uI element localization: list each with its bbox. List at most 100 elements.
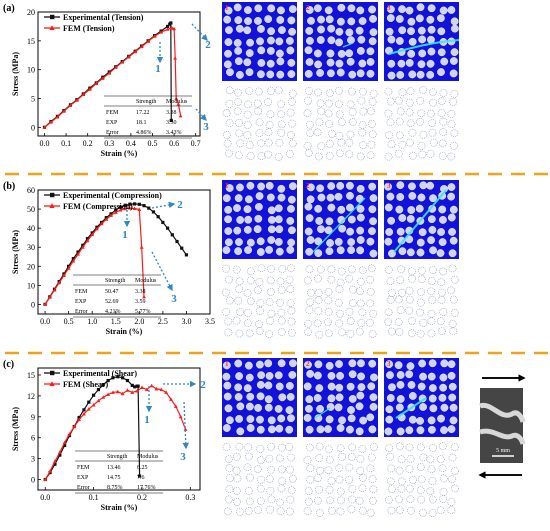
particle-outline (366, 464, 375, 473)
fiber (285, 381, 294, 390)
particle-outline (325, 139, 334, 148)
particle-outline (449, 327, 458, 336)
fiber (267, 225, 276, 234)
fiber (417, 193, 426, 202)
fiber (265, 181, 274, 190)
table-cell: 6.25 (137, 465, 148, 471)
fiber (245, 68, 254, 77)
particle-outline (234, 98, 243, 106)
fiber (288, 5, 297, 13)
particle-outline (366, 287, 375, 296)
particle-outline (256, 484, 265, 493)
fiber (243, 205, 252, 214)
x-tick-label: 1.0 (87, 317, 97, 326)
particle-outline (304, 328, 313, 336)
particle-outline (347, 505, 356, 514)
particle-outline (245, 87, 254, 96)
particle-outline (394, 96, 403, 105)
particle-outline (307, 288, 315, 297)
table-cell: FEM (77, 465, 90, 471)
particle-outline (254, 87, 263, 96)
fiber (278, 393, 287, 402)
fiber (415, 204, 424, 213)
particle-outline (266, 288, 275, 296)
data-point-experimental (58, 453, 62, 457)
fiber (384, 203, 393, 212)
particle-outline (256, 306, 265, 315)
data-point-experimental (123, 203, 127, 207)
particle-outline (277, 120, 286, 129)
particle-outline (355, 327, 364, 336)
data-point-experimental (156, 215, 160, 219)
fiber (335, 59, 344, 68)
particle-outline (369, 309, 377, 318)
particle-outline (397, 455, 406, 464)
fiber (314, 249, 323, 258)
particle-outline (337, 118, 346, 126)
data-point-experimental (101, 383, 105, 387)
particle-outline (314, 296, 323, 305)
particle-outline (267, 309, 276, 318)
fiber (427, 236, 435, 244)
fiber (439, 373, 448, 382)
fiber (369, 393, 378, 402)
crack-path (342, 42, 354, 48)
particle-outline (407, 506, 415, 515)
particle-outline (398, 88, 407, 97)
particle-outline (287, 264, 295, 273)
particle-outline (317, 107, 326, 116)
fiber (405, 426, 414, 435)
fiber (223, 392, 232, 401)
fiber (325, 361, 334, 370)
fiber (358, 59, 367, 68)
fiber (449, 69, 458, 78)
data-point-fem (42, 125, 47, 129)
fiber (426, 70, 435, 79)
fiber (246, 238, 255, 247)
fiber (275, 37, 284, 46)
fiber (427, 35, 435, 44)
fiber (417, 382, 426, 391)
particle-outline (416, 486, 425, 495)
data-point-fem (144, 387, 149, 392)
fiber (304, 46, 313, 55)
legend-marker-square (50, 192, 55, 198)
particle-outline (368, 496, 377, 505)
fiber (346, 203, 354, 212)
particle-outline (417, 495, 426, 504)
fiber (276, 16, 285, 24)
fiber (366, 47, 375, 56)
y-tick-label: 9 (31, 413, 35, 422)
fiber (305, 6, 314, 14)
y-tick-label: 60 (27, 186, 35, 195)
particle-outline (326, 496, 335, 505)
fiber (327, 382, 336, 391)
particle-outline (386, 295, 395, 304)
fiber (356, 213, 365, 222)
particle-outline (387, 140, 396, 148)
fiber (386, 192, 395, 201)
fiber (304, 202, 313, 211)
fiber (368, 425, 377, 434)
fiber (386, 14, 395, 22)
fiber (267, 206, 276, 215)
data-point-experimental (147, 206, 151, 210)
fiber (224, 227, 233, 235)
particle-outline (235, 442, 244, 451)
x-axis-label: Strain (%) (101, 503, 138, 512)
particle-outline (408, 329, 416, 338)
particle-outline (316, 466, 325, 475)
particle-outline (314, 496, 322, 505)
particle-outline (406, 484, 414, 493)
particle-outline (448, 319, 457, 328)
data-point-fem (169, 397, 173, 401)
particle-outline (317, 142, 326, 150)
fiber (396, 227, 405, 236)
y-tick-label: 50 (27, 205, 35, 214)
particle-outline (305, 265, 314, 274)
particle-outline (233, 474, 242, 483)
fiber (416, 248, 425, 257)
data-point-fem (170, 26, 174, 30)
fiber (428, 394, 437, 403)
table-cell: Error (106, 130, 119, 136)
